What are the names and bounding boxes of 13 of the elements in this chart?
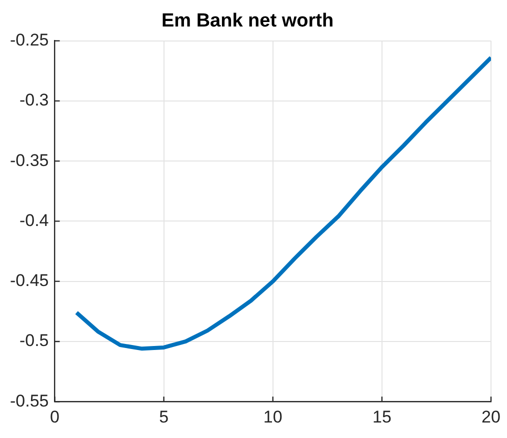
y-tick-label: -0.4 xyxy=(19,210,49,230)
x-tick-label: 20 xyxy=(482,407,500,426)
x-tick-label: 0 xyxy=(50,407,60,426)
y-tick-label: -0.45 xyxy=(10,271,49,290)
x-tick-label: 15 xyxy=(372,407,392,426)
chart-title: Em Bank net worth xyxy=(161,10,334,32)
x-tick-label: 10 xyxy=(263,407,282,426)
y-tick-label: -0.25 xyxy=(10,30,49,50)
x-tick-label: 5 xyxy=(159,407,169,426)
y-tick-label: -0.5 xyxy=(19,331,49,350)
y-tick-label: -0.3 xyxy=(19,90,49,110)
y-tick-label: -0.55 xyxy=(10,391,49,410)
y-tick-label: -0.35 xyxy=(10,150,49,170)
